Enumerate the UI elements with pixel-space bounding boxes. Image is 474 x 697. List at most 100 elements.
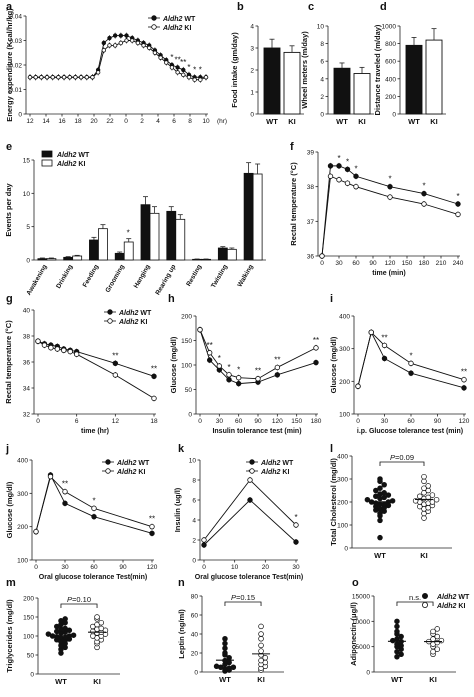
panel-k-y-tick-label: 0 xyxy=(192,558,196,565)
panel-c-y-tick-label: 0 xyxy=(320,112,324,119)
panel-h-point-ki xyxy=(313,345,319,351)
panel-d-x-tick-label: KI xyxy=(430,117,438,126)
panel-a-significance-mark: * xyxy=(187,63,190,72)
panel-e-bar-ki xyxy=(72,255,83,261)
panel-f-x-tick-label: 180 xyxy=(419,260,430,267)
panel-letter-a: a xyxy=(6,1,13,13)
panel-l-point-wt xyxy=(377,485,383,491)
panel-j-x-axis-title: Oral glucose tolerance Test(min) xyxy=(39,574,147,581)
panel-n-point-wt xyxy=(222,650,228,656)
panel-a-point-ki xyxy=(50,75,55,80)
panel-d-x-tick-label: WT xyxy=(408,117,420,126)
panel-letter-h: h xyxy=(168,293,175,305)
panel-c-y-tick-label: 2 xyxy=(320,94,324,101)
panel-f-point-wt xyxy=(344,166,351,173)
panel-f-significance-mark: * xyxy=(346,157,349,166)
panel-o-point-ki xyxy=(434,633,440,640)
panel-a-point-wt xyxy=(112,33,118,38)
panel-j-significance-mark: * xyxy=(92,496,95,505)
panel-i-x-tick-label: 30 xyxy=(381,418,389,425)
panel-l-y-tick-label: 300 xyxy=(337,477,348,484)
panel-o-legend-label: Aldh2 KI xyxy=(436,603,465,610)
panel-l-point-wt xyxy=(373,493,379,500)
panel-f-significance-mark: * xyxy=(388,175,391,184)
panel-o-y-tick-label: 10000 xyxy=(352,619,370,626)
panel-k-point-ki xyxy=(293,522,299,528)
panel-h-significance-mark: * xyxy=(218,354,221,363)
panel-i-axes xyxy=(351,315,466,415)
panel-l-y-tick-label: 400 xyxy=(337,454,348,461)
panel-e-x-tick-label: Hanging xyxy=(133,263,152,289)
panel-j-legend-label: Aldh2 KI xyxy=(116,469,145,476)
panel-h-point-wt xyxy=(274,372,281,378)
panel-e-bar-wt xyxy=(114,252,125,261)
panel-k-x-tick-label: 0 xyxy=(202,564,206,571)
panel-h-point-ki xyxy=(274,364,281,371)
panel-a-point-ki xyxy=(101,48,107,53)
panel-m-point-ki xyxy=(98,619,104,626)
panel-i-point-ki xyxy=(355,383,361,389)
panel-h-point-ki xyxy=(206,350,213,356)
panel-e-bar-wt xyxy=(89,239,99,261)
panel-e-x-tick-label: Rearing up xyxy=(154,263,177,296)
panel-n-y-tick-label: 60 xyxy=(191,613,199,620)
panel-j-y-tick-label: 300 xyxy=(17,491,28,498)
panel-i-point-ki xyxy=(461,377,467,383)
panel-f-y-tick-label: 37 xyxy=(307,219,315,226)
panel-g-point-wt xyxy=(112,360,119,366)
panel-n-point-ki xyxy=(258,631,264,637)
panel-n-point-wt xyxy=(226,654,232,661)
panel-l-p-value: P=0.09 xyxy=(390,453,414,462)
panel-n-point-wt xyxy=(213,663,220,670)
panel-f-point-wt xyxy=(336,163,342,169)
panel-f-point-wt xyxy=(421,190,427,197)
panel-a-x-tick-label: 18 xyxy=(74,118,82,125)
panel-g-y-tick-label: 34 xyxy=(23,386,31,393)
panel-f-point-wt xyxy=(327,163,334,169)
panel-a-point-ki xyxy=(27,75,33,80)
panel-h-y-tick-label: 50 xyxy=(185,387,193,394)
panel-a-significance-mark: * xyxy=(170,53,173,62)
panel-j-axes xyxy=(29,459,154,561)
panel-n-point-wt xyxy=(222,640,228,647)
panel-h-x-tick-label: 60 xyxy=(235,418,243,425)
panel-a-point-wt xyxy=(101,40,107,46)
panel-b-x-tick-label: KI xyxy=(288,117,296,126)
panel-l-point-wt xyxy=(389,498,396,504)
panel-n: n 0 20 40 60 80 Leptin (ng/ml) WT KI P=0.15 xyxy=(177,577,284,684)
panel-j-point-ki xyxy=(62,488,68,495)
panel-a-x-tick-label: 2 xyxy=(140,118,144,125)
panel-a-point-ki xyxy=(135,40,141,46)
panel-g-point-wt xyxy=(151,373,157,379)
panel-a-point-ki xyxy=(56,75,61,80)
panel-e-x-tick-label: Grooming xyxy=(104,263,126,293)
panel-a-point-ki xyxy=(33,75,38,80)
panel-n-y-axis-title: Leptin (ng/ml) xyxy=(177,609,186,659)
panel-j-point-wt xyxy=(62,500,68,507)
panel-j-y-tick-label: 400 xyxy=(17,458,28,465)
panel-k-y-axis-title: Insulin (ug/l) xyxy=(173,487,182,532)
panel-i-y-tick-label: 200 xyxy=(339,379,350,386)
panel-h-y-tick-label: 100 xyxy=(181,363,192,370)
panel-a-point-ki xyxy=(73,75,78,80)
panel-h-point-wt xyxy=(206,357,213,363)
panel-f-x-tick-label: 60 xyxy=(352,260,360,267)
panel-f-y-axis-title: Rectal temperature (°C) xyxy=(289,162,298,246)
panel-a-point-wt xyxy=(181,67,186,73)
panel-e-bar-wt xyxy=(37,258,48,261)
panel-g-significance-mark: ** xyxy=(151,364,157,373)
panel-k-point-wt xyxy=(201,542,207,548)
panel-j-x-tick-label: 120 xyxy=(147,564,158,571)
panel-a-legend-swatch xyxy=(151,15,157,21)
panel-i-x-tick-label: 90 xyxy=(434,418,442,425)
panel-l-point-wt xyxy=(381,490,387,496)
panel-h-x-tick-label: 150 xyxy=(291,418,302,425)
panel-a-point-ki xyxy=(61,75,67,80)
panel-k: k 0 2 4 6 8 10 Insulin (ug/l) 0 10 20 30 Oral glucos… xyxy=(173,443,303,581)
panel-j-x-tick-label: 0 xyxy=(34,564,38,571)
panel-h-point-ki xyxy=(226,372,232,378)
panel-n-comparison-bracket xyxy=(224,601,262,606)
panel-e-legend-swatch xyxy=(41,159,53,167)
panel-g-x-tick-label: 6 xyxy=(75,418,79,425)
panel-k-significance-mark: * xyxy=(294,513,297,522)
